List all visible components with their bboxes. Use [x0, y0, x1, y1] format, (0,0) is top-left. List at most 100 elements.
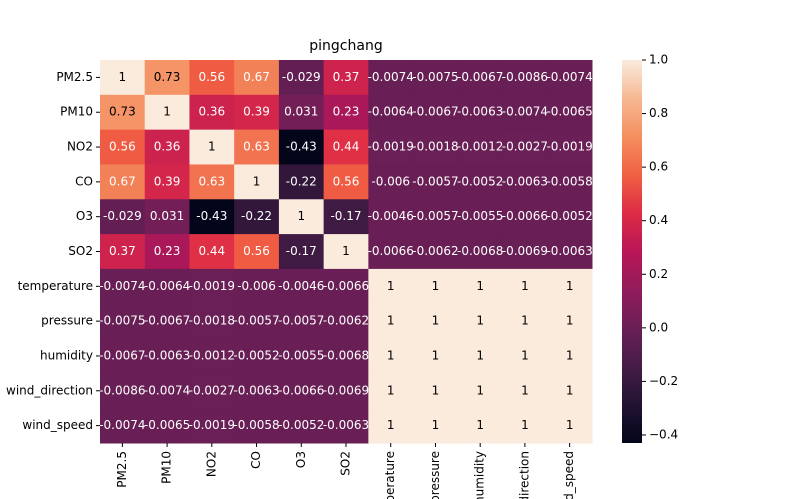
cell-label: -0.0062 — [412, 244, 458, 258]
cell-label: -0.0063 — [323, 418, 369, 432]
heatmap-cell — [278, 164, 325, 200]
cell-label: -0.0068 — [457, 244, 503, 258]
heatmap-cell — [189, 234, 235, 270]
cell-label: 1 — [476, 348, 484, 362]
cell-label: -0.0075 — [99, 314, 145, 328]
cell-label: -0.0074 — [99, 418, 145, 432]
heatmap-cell — [144, 303, 190, 340]
heatmap-cell — [100, 408, 146, 444]
heatmap-cell — [502, 408, 548, 444]
cell-label: 0.23 — [333, 105, 360, 119]
cell-label: -0.029 — [103, 209, 142, 223]
cell-label: -0.0066 — [502, 209, 548, 223]
cell-label: -0.0074 — [99, 279, 145, 293]
heatmap-cell — [502, 164, 548, 200]
heatmap-cell — [234, 268, 280, 305]
heatmap-cell — [234, 164, 280, 200]
cell-label: -0.0065 — [546, 105, 592, 119]
cell-label: 1 — [432, 418, 440, 432]
cell-label: 1 — [521, 314, 529, 328]
cell-label: 0.44 — [333, 140, 360, 154]
colorbar-tick-label: −0.4 — [649, 427, 678, 441]
heatmap-cell — [189, 268, 235, 305]
x-tick-label: temperature — [383, 451, 397, 499]
cell-label: -0.0066 — [368, 244, 414, 258]
heatmap-cell — [413, 199, 459, 235]
heatmap-cell — [502, 234, 548, 270]
heatmap-cell — [189, 373, 235, 409]
heatmap-cell — [278, 408, 325, 444]
heatmap-cell — [144, 408, 190, 444]
cell-label: -0.0018 — [412, 140, 458, 154]
cell-label: 0.63 — [198, 174, 225, 188]
heatmap-cell — [323, 129, 369, 165]
cell-label: -0.0068 — [323, 348, 369, 362]
cell-label: -0.0052 — [546, 209, 592, 223]
cell-label: 0.44 — [198, 244, 225, 258]
cell-label: -0.0063 — [144, 348, 190, 362]
y-tick-label: wind_speed — [22, 418, 93, 432]
heatmap-cell — [547, 164, 593, 200]
cell-label: 1 — [566, 348, 574, 362]
heatmap-cell — [278, 129, 325, 165]
cell-label: 0.73 — [154, 70, 181, 84]
cell-label: 1 — [387, 418, 395, 432]
cell-label: 1 — [253, 174, 261, 188]
heatmap-cell — [413, 303, 459, 340]
cell-label: -0.0074 — [502, 105, 548, 119]
cell-label: 1 — [566, 418, 574, 432]
y-tick-label: SO2 — [68, 244, 93, 258]
cell-label: -0.0066 — [323, 279, 369, 293]
heatmap-cell — [323, 234, 369, 270]
heatmap-cell — [457, 408, 504, 444]
heatmap-cell — [144, 164, 190, 200]
cell-label: -0.0057 — [233, 314, 279, 328]
y-tick-label: PM2.5 — [56, 70, 93, 84]
heatmap-cell — [100, 234, 146, 270]
cell-label: -0.0052 — [233, 348, 279, 362]
cell-label: 1 — [521, 279, 529, 293]
heatmap-cell — [234, 129, 280, 165]
cell-label: 1 — [476, 383, 484, 397]
cell-label: -0.0055 — [457, 209, 503, 223]
cell-label: -0.0067 — [457, 70, 503, 84]
heatmap-cell — [144, 373, 190, 409]
heatmap-cell — [278, 303, 325, 340]
cell-label: -0.0019 — [189, 279, 235, 293]
cell-label: 1 — [432, 279, 440, 293]
chart-title: pingchang — [309, 38, 382, 54]
heatmap-cell — [457, 338, 504, 374]
cell-label: 0.56 — [243, 244, 270, 258]
heatmap-cell — [234, 94, 280, 131]
heatmap-cell — [144, 268, 190, 305]
heatmap-cell — [457, 129, 504, 165]
cell-label: -0.0062 — [323, 314, 369, 328]
heatmap-cell — [547, 338, 593, 374]
heatmap-cell — [413, 129, 459, 165]
cell-label: -0.43 — [196, 209, 227, 223]
colorbar-tick-label: 0.6 — [649, 160, 668, 174]
cell-label: -0.0086 — [502, 70, 548, 84]
cell-label: -0.43 — [286, 140, 317, 154]
cell-label: 1 — [297, 209, 305, 223]
heatmap-cell — [189, 338, 235, 374]
cell-label: 1 — [342, 244, 350, 258]
heatmap-cell — [100, 94, 146, 131]
cell-label: 0.031 — [284, 105, 318, 119]
cell-label: 1 — [521, 383, 529, 397]
x-tick-label: CO — [249, 451, 263, 469]
heatmap-cell — [323, 338, 369, 374]
heatmap-cell — [547, 199, 593, 235]
colorbar-tick-label: 1.0 — [649, 53, 668, 67]
heatmap-cell — [100, 199, 146, 235]
cell-label: -0.0069 — [502, 244, 548, 258]
cell-label: 1 — [521, 418, 529, 432]
heatmap-cell — [547, 303, 593, 340]
x-tick-label: pressure — [428, 451, 442, 499]
heatmap-cell — [234, 234, 280, 270]
heatmap-cell — [368, 373, 414, 409]
cell-label: -0.17 — [286, 244, 317, 258]
cell-label: -0.0067 — [412, 105, 458, 119]
heatmap-cell — [547, 373, 593, 409]
cell-label: -0.0018 — [189, 314, 235, 328]
